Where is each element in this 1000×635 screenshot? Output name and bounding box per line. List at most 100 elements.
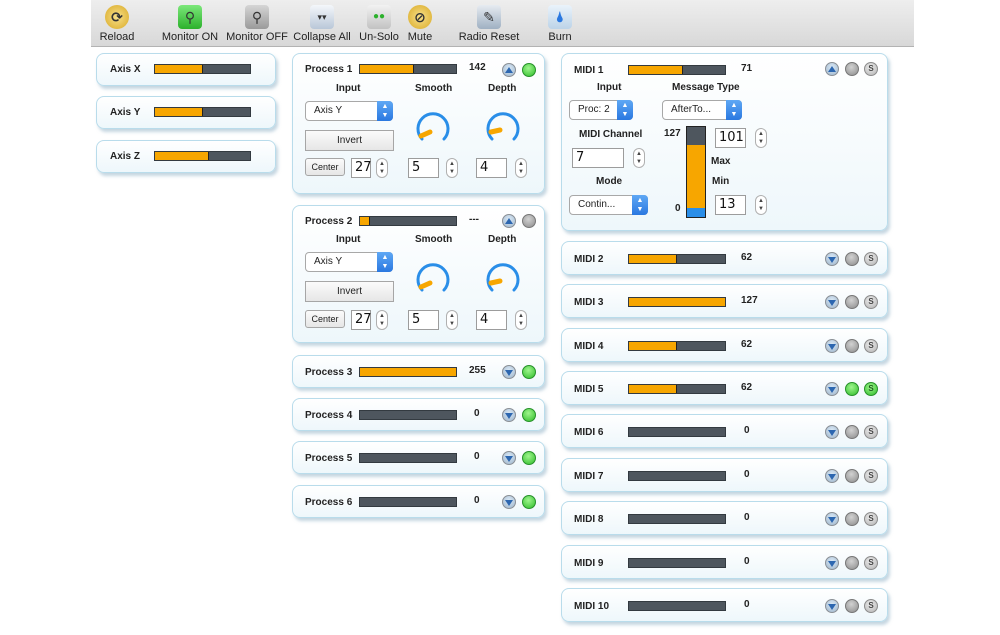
midi-level-bar xyxy=(628,471,726,481)
solo-button[interactable]: S xyxy=(864,512,878,526)
expand-toggle-button[interactable] xyxy=(502,365,516,379)
expand-toggle-button[interactable] xyxy=(825,469,839,483)
reload-button[interactable]: ⟳ Reload xyxy=(77,5,157,45)
solo-button[interactable]: S xyxy=(864,469,878,483)
midi-input-select[interactable]: Proc: 2 ▲ ▼ xyxy=(569,100,633,120)
midi-value: 0 xyxy=(744,512,750,523)
smooth-value-field[interactable]: 5 xyxy=(408,310,439,330)
solo-button[interactable]: S xyxy=(864,425,878,439)
min-value-field[interactable]: 13 xyxy=(715,195,746,215)
activity-led xyxy=(522,365,536,379)
axis-title: Axis Z xyxy=(110,151,141,162)
process-value: --- xyxy=(469,214,479,225)
midi-level-fill xyxy=(629,342,677,350)
solo-button[interactable]: S xyxy=(864,62,878,76)
min-stepper[interactable]: ▲ ▼ xyxy=(755,195,767,215)
triangle-down-icon xyxy=(828,386,836,393)
max-stepper[interactable]: ▲ ▼ xyxy=(755,128,767,148)
midi-title: MIDI 1 xyxy=(574,65,604,76)
process-level-fill xyxy=(360,65,414,73)
midi-channel-label: MIDI Channel xyxy=(579,129,643,140)
smooth-stepper[interactable]: ▲ ▼ xyxy=(446,158,458,178)
depth-stepper[interactable]: ▲ ▼ xyxy=(515,158,527,178)
smooth-value-field[interactable]: 5 xyxy=(408,158,439,178)
center-value-field[interactable]: 27 xyxy=(351,310,372,330)
triangle-up-icon xyxy=(505,66,513,73)
solo-button[interactable]: S xyxy=(864,599,878,613)
midi-3-panel: MIDI 3 127 S xyxy=(561,284,888,318)
midi-channel-stepper[interactable]: ▲ ▼ xyxy=(633,148,645,168)
process-4-panel: Process 4 0 xyxy=(292,398,545,431)
center-button[interactable]: Center xyxy=(305,310,345,328)
process-3-panel: Process 3 255 xyxy=(292,355,545,388)
process-1-panel: Process 1 142 Input Smooth Depth Axis Y ▲… xyxy=(292,53,545,194)
input-select-value: Axis Y xyxy=(314,256,343,267)
process-5-panel: Process 5 0 xyxy=(292,441,545,474)
expand-toggle-button[interactable] xyxy=(825,425,839,439)
mute-button[interactable]: ⊘ Mute xyxy=(380,5,460,45)
process-value: 142 xyxy=(469,62,486,73)
expand-toggle-button[interactable] xyxy=(825,382,839,396)
activity-led xyxy=(845,382,859,396)
range-slider[interactable] xyxy=(686,126,706,218)
invert-button[interactable]: Invert xyxy=(305,281,394,302)
depth-knob[interactable] xyxy=(483,259,523,299)
midi-level-fill xyxy=(629,255,677,263)
monitor-on-button[interactable]: ⚲ Monitor ON xyxy=(150,5,230,45)
mode-select[interactable]: Contin... ▲ ▼ xyxy=(569,195,648,215)
collapse-toggle-button[interactable] xyxy=(825,62,839,76)
axis-title: Axis Y xyxy=(110,107,141,118)
solo-button[interactable]: S xyxy=(864,339,878,353)
midi-level-bar xyxy=(628,297,726,307)
input-label: Input xyxy=(336,234,361,245)
triangle-down-icon xyxy=(505,499,513,506)
expand-toggle-button[interactable] xyxy=(825,295,839,309)
monitor-off-button[interactable]: ⚲ Monitor OFF xyxy=(217,5,297,45)
radio-reset-button[interactable]: ✎ Radio Reset xyxy=(449,5,529,45)
midi-value: 0 xyxy=(744,469,750,480)
message-type-select-value: AfterTo... xyxy=(671,104,712,115)
midi-level-fill xyxy=(629,66,683,74)
depth-value-field[interactable]: 4 xyxy=(476,310,507,330)
depth-value-field[interactable]: 4 xyxy=(476,158,507,178)
expand-toggle-button[interactable] xyxy=(502,451,516,465)
depth-knob[interactable] xyxy=(483,108,523,148)
expand-toggle-button[interactable] xyxy=(825,556,839,570)
expand-toggle-button[interactable] xyxy=(825,512,839,526)
invert-button[interactable]: Invert xyxy=(305,130,394,151)
center-stepper[interactable]: ▲ ▼ xyxy=(376,158,388,178)
collapse-all-button[interactable]: ▾▾ Collapse All xyxy=(282,5,362,45)
center-stepper[interactable]: ▲ ▼ xyxy=(376,310,388,330)
collapse-toggle-button[interactable] xyxy=(502,63,516,77)
expand-toggle-button[interactable] xyxy=(825,252,839,266)
max-value-field[interactable]: 101 xyxy=(715,128,746,148)
midi-channel-field[interactable]: 7 xyxy=(572,148,624,168)
collapse-toggle-button[interactable] xyxy=(502,214,516,228)
un-solo-button[interactable]: ●● Un-Solo xyxy=(339,5,419,45)
expand-toggle-button[interactable] xyxy=(502,408,516,422)
depth-stepper[interactable]: ▲ ▼ xyxy=(515,310,527,330)
smooth-stepper[interactable]: ▲ ▼ xyxy=(446,310,458,330)
monitor-off-label: Monitor OFF xyxy=(226,31,288,43)
input-select[interactable]: Axis Y ▲ ▼ xyxy=(305,252,393,272)
activity-led xyxy=(845,556,859,570)
burn-button[interactable]: 🌢 Burn xyxy=(520,5,600,45)
solo-button[interactable]: S xyxy=(864,382,878,396)
input-select[interactable]: Axis Y ▲ ▼ xyxy=(305,101,393,121)
center-value-field[interactable]: 27 xyxy=(351,158,372,178)
expand-toggle-button[interactable] xyxy=(825,599,839,613)
midi-value: 71 xyxy=(741,63,753,74)
solo-button[interactable]: S xyxy=(864,295,878,309)
solo-button[interactable]: S xyxy=(864,252,878,266)
smooth-knob[interactable] xyxy=(413,108,453,148)
expand-toggle-button[interactable] xyxy=(502,495,516,509)
message-type-select[interactable]: AfterTo... ▲ ▼ xyxy=(662,100,742,120)
triangle-down-icon xyxy=(828,343,836,350)
mute-icon: ⊘ xyxy=(408,5,432,29)
triangle-down-icon xyxy=(828,603,836,610)
solo-button[interactable]: S xyxy=(864,556,878,570)
smooth-knob[interactable] xyxy=(413,259,453,299)
center-button[interactable]: Center xyxy=(305,158,345,176)
process-title: Process 5 xyxy=(305,453,353,464)
expand-toggle-button[interactable] xyxy=(825,339,839,353)
